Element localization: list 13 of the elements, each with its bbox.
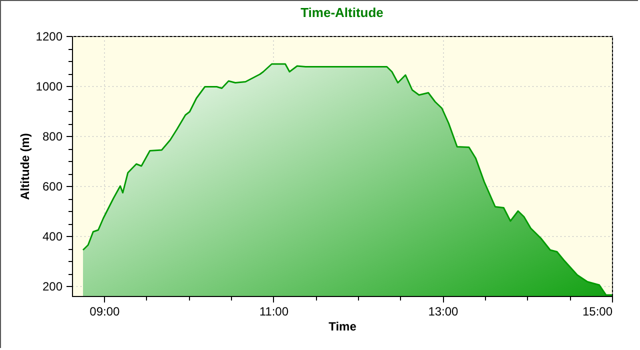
x-tick-label: 15:00 [582,304,613,318]
x-tick-label: 13:00 [428,304,459,318]
y-tick-label: 800 [42,130,63,144]
y-tick-label: 200 [42,280,63,294]
y-tick-label: 600 [42,180,63,194]
chart-title: Time-Altitude [300,5,384,20]
x-axis-title: Time [328,320,357,334]
x-tick-label: 09:00 [90,304,120,318]
y-axis-title: Altitude (m) [18,133,32,200]
y-tick-label: 400 [42,230,63,244]
x-tick-label: 11:00 [259,304,289,318]
y-tick-label: 1000 [36,80,63,94]
y-tick-label: 1200 [36,30,63,44]
